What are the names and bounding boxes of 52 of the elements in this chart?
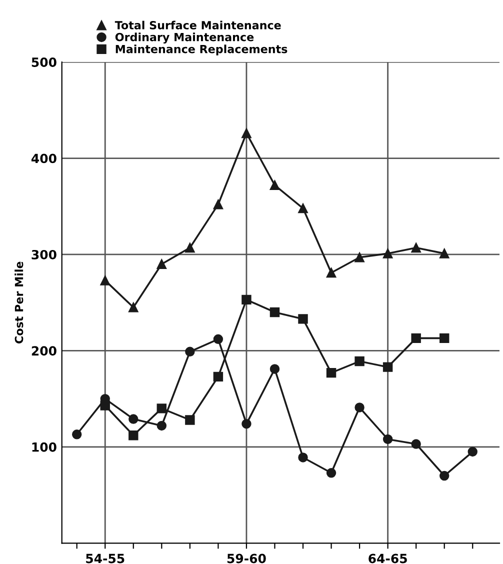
point (242, 418, 252, 429)
point (156, 259, 167, 269)
x-tick-label: 54-55 (86, 554, 124, 564)
point (213, 200, 224, 210)
point (100, 276, 110, 286)
point (213, 372, 224, 382)
point (128, 302, 138, 312)
y-tick-label: 300 (32, 250, 56, 260)
point (439, 333, 450, 344)
point (242, 128, 252, 138)
point (100, 400, 110, 410)
point (270, 307, 280, 318)
point (354, 356, 364, 366)
point (439, 470, 450, 481)
point (326, 368, 336, 378)
legend-label: Ordinary Maintenance (115, 32, 254, 44)
point (468, 446, 478, 457)
point (128, 430, 138, 440)
x-tick-label: 59-60 (227, 554, 266, 564)
point (156, 420, 167, 431)
point (298, 314, 308, 324)
point (411, 333, 421, 344)
point (72, 430, 82, 440)
y-tick-label: 500 (32, 58, 56, 67)
y-tick-label: 100 (32, 442, 56, 452)
point (326, 268, 336, 278)
point (382, 248, 393, 258)
legend-label: Maintenance Replacements (116, 44, 288, 56)
point (382, 362, 393, 372)
point (411, 439, 421, 449)
point (439, 248, 450, 258)
point (128, 414, 138, 424)
point (270, 364, 280, 374)
point (242, 294, 252, 305)
point (411, 242, 421, 253)
point (185, 242, 195, 253)
point (185, 415, 195, 425)
point (326, 468, 336, 478)
y-tick-label: 400 (31, 154, 56, 164)
point (354, 252, 364, 262)
legend-label: Total Surface Maintenance (114, 20, 281, 30)
point (270, 180, 280, 190)
y-tick-label: 200 (32, 346, 56, 356)
point (213, 334, 224, 344)
point (156, 404, 167, 414)
point (185, 346, 195, 357)
x-tick-label: 64-65 (368, 554, 407, 564)
y-axis-title: Cost Per Mile (14, 262, 24, 344)
point (298, 203, 308, 214)
point (354, 402, 364, 412)
point (298, 452, 308, 462)
point (382, 434, 393, 444)
